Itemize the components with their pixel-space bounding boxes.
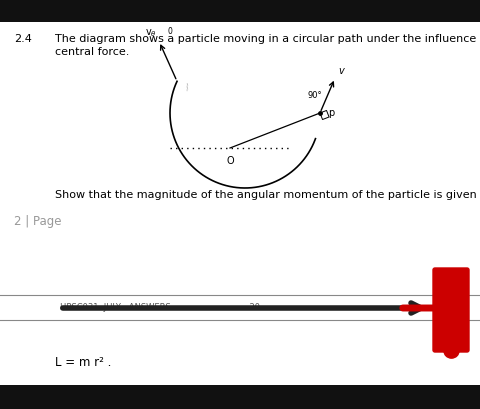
FancyBboxPatch shape xyxy=(433,268,469,352)
Text: v$_\theta$: v$_\theta$ xyxy=(145,27,157,39)
Text: The diagram shows a particle moving in a circular path under the influence of a: The diagram shows a particle moving in a… xyxy=(55,34,480,44)
Text: L = m r² .: L = m r² . xyxy=(55,356,111,369)
Text: central force.: central force. xyxy=(55,47,130,57)
Text: /: / xyxy=(180,83,190,94)
Bar xyxy=(0,0,480,22)
Bar xyxy=(0,385,480,409)
Text: O: O xyxy=(226,156,234,166)
Text: p: p xyxy=(328,108,334,118)
Text: 2.4: 2.4 xyxy=(14,34,32,44)
Text: Show that the magnitude of the angular momentum of the particle is given by:: Show that the magnitude of the angular m… xyxy=(55,190,480,200)
Text: 90°: 90° xyxy=(308,91,323,100)
Text: HPSC031  JULY   ANSWERS                              20: HPSC031 JULY ANSWERS 20 xyxy=(60,303,260,312)
Text: 0: 0 xyxy=(167,27,172,36)
Text: v: v xyxy=(338,66,344,76)
Text: 2 | Page: 2 | Page xyxy=(14,215,61,228)
